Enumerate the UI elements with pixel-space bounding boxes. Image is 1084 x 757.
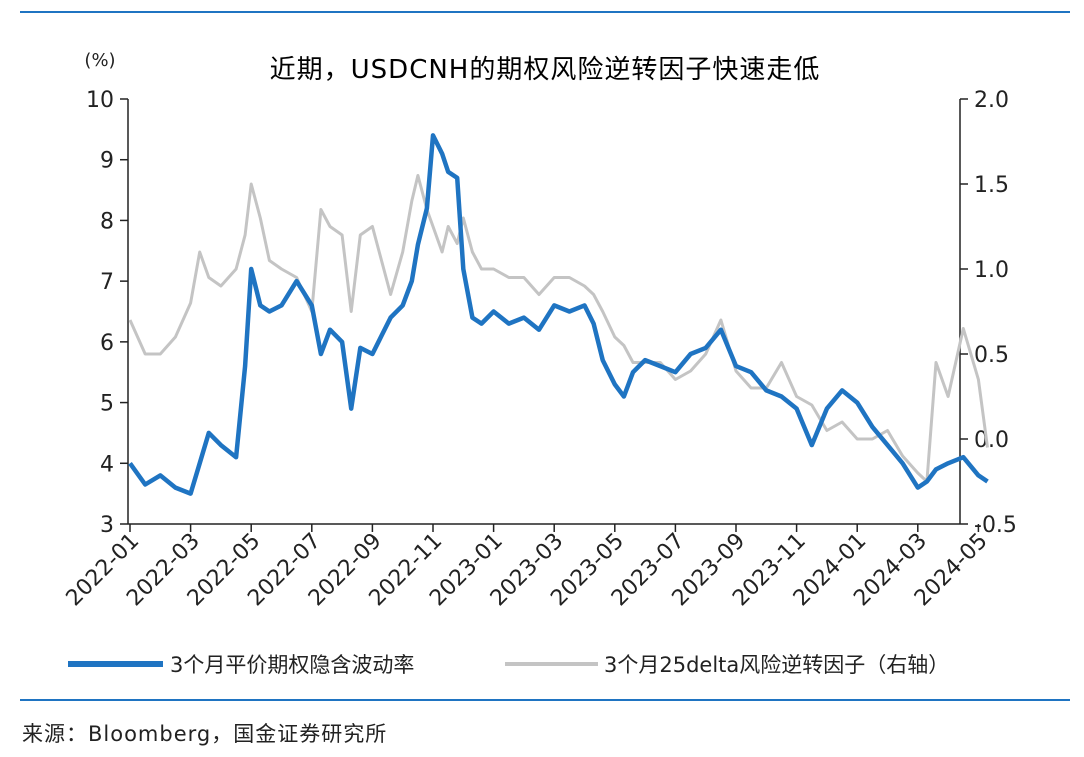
series-line-risk-reversal — [128, 174, 989, 483]
source-note: 来源：Bloomberg，国金证券研究所 — [22, 722, 388, 746]
chart-title: 近期，USDCNH的期权风险逆转因子快速走低 — [270, 55, 821, 85]
right-tick-label: 1.0 — [974, 258, 1009, 283]
legend: 3个月平价期权隐含波动率 3个月25delta风险逆转因子（右轴） — [68, 653, 949, 677]
right-axis: -0.5 0.0 0.5 1.0 1.5 2.0 — [959, 88, 1017, 538]
left-tick-label: 10 — [86, 88, 114, 113]
left-axis: 3 4 5 6 7 8 9 10 — [86, 88, 129, 538]
left-tick-label: 6 — [100, 331, 114, 356]
x-axis: 2022-012022-032022-052022-072022-092022-… — [62, 523, 993, 611]
left-tick-label: 9 — [100, 149, 114, 174]
series-line-implied-vol — [128, 133, 989, 496]
right-tick-label: 0.5 — [974, 343, 1009, 368]
right-tick-label: 2.0 — [974, 88, 1009, 113]
legend-label-implied-vol: 3个月平价期权隐含波动率 — [170, 653, 414, 677]
left-axis-unit: (%) — [84, 50, 115, 71]
left-tick-label: 5 — [100, 392, 114, 417]
right-tick-label: 0.0 — [974, 428, 1009, 453]
right-tick-label: -0.5 — [974, 513, 1017, 538]
legend-label-risk-reversal: 3个月25delta风险逆转因子（右轴） — [604, 653, 949, 677]
left-tick-label: 3 — [100, 513, 114, 538]
right-tick-label: 1.5 — [974, 173, 1009, 198]
left-tick-label: 4 — [100, 452, 114, 477]
left-tick-label: 8 — [100, 209, 114, 234]
left-tick-label: 7 — [100, 270, 114, 295]
